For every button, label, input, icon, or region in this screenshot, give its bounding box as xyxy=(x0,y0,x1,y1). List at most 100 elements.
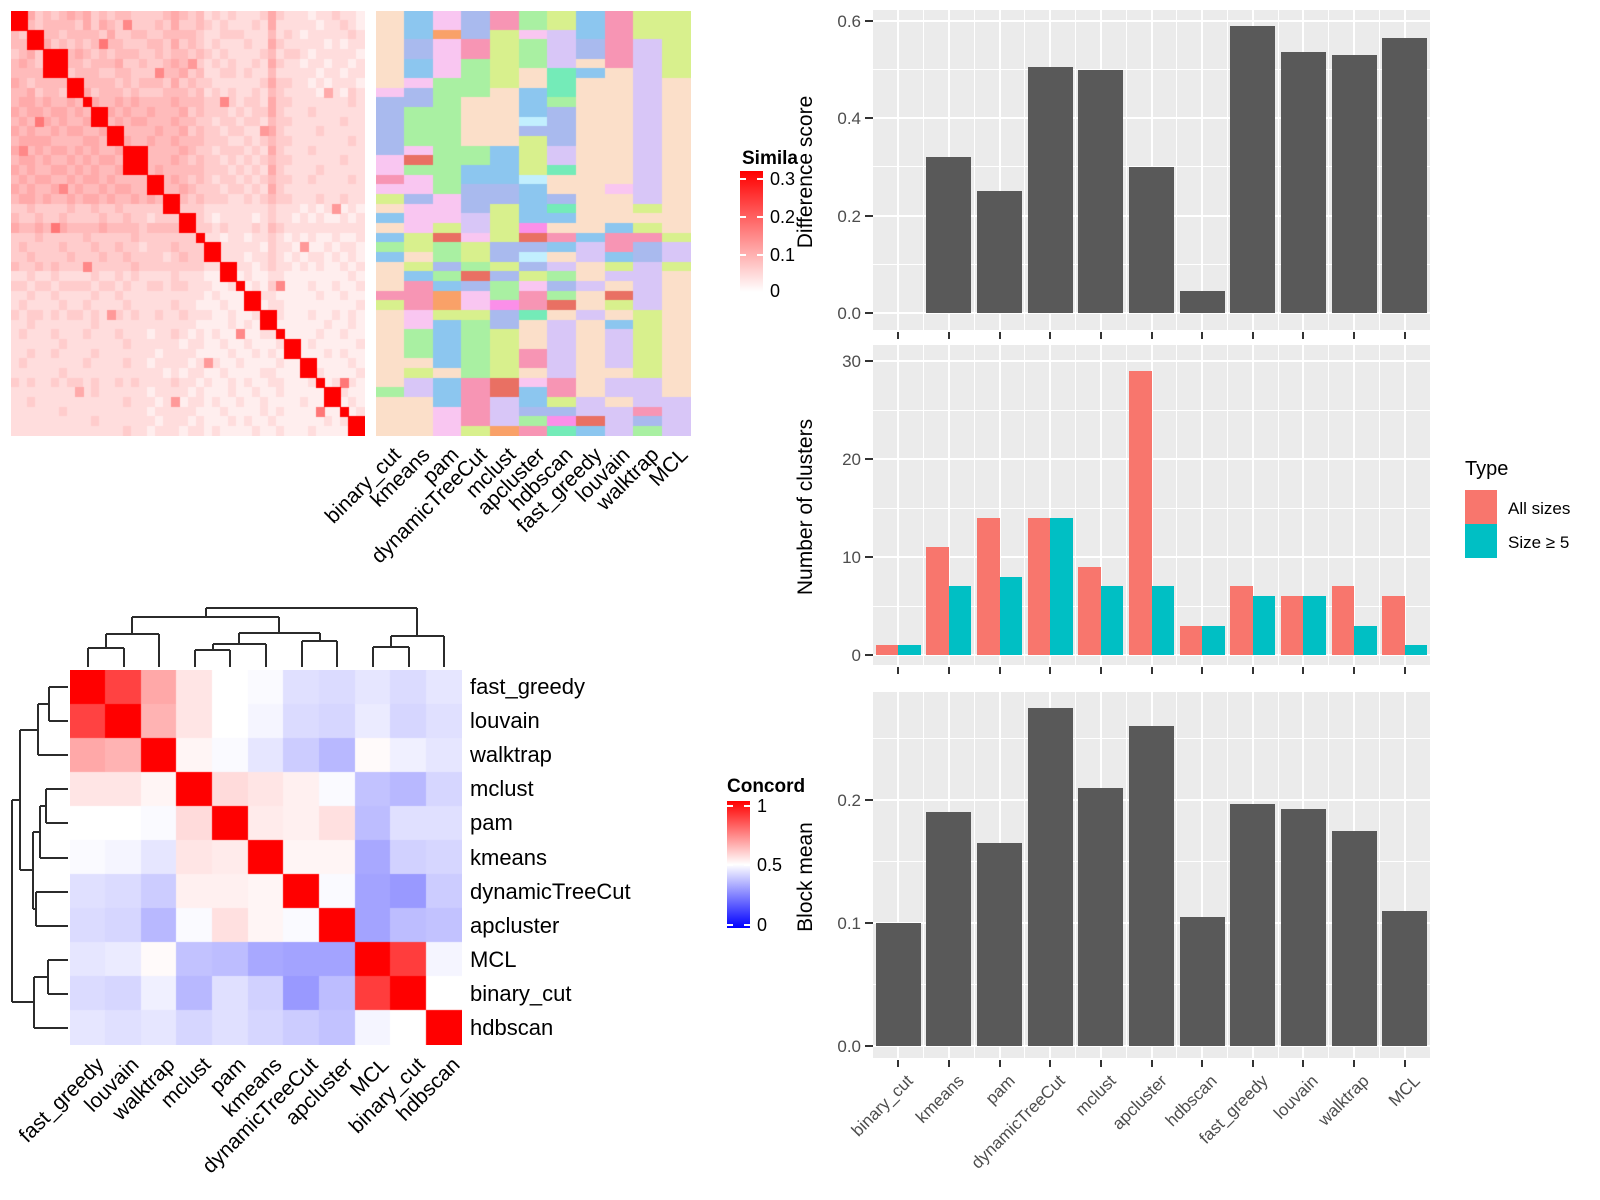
grid-minor-v xyxy=(1024,692,1026,1058)
y-axis-tick-label: 0 xyxy=(851,646,861,665)
x-axis-tick xyxy=(1201,332,1204,339)
x-axis-tick xyxy=(1302,667,1305,674)
bar-dynamicTreeCut xyxy=(1027,67,1073,313)
similarity-legend-tick xyxy=(757,216,763,218)
grid-major-v xyxy=(1201,10,1204,330)
x-axis-tick xyxy=(1150,1060,1153,1067)
grid-major-v xyxy=(998,345,1001,665)
bar-louvain-size-ge-5 xyxy=(1303,596,1326,655)
grid-major-v xyxy=(1150,345,1153,665)
concordance-legend-tick-label: 1 xyxy=(757,796,768,816)
bar-mclust-all-sizes xyxy=(1078,566,1101,655)
concordance-legend-tick xyxy=(727,805,733,807)
grid-minor-h xyxy=(873,69,1430,70)
bar-hdbscan-all-sizes xyxy=(1179,625,1203,655)
bar-dynamicTreeCut-all-sizes xyxy=(1027,517,1051,655)
x-axis-tick xyxy=(947,667,950,674)
concordance-row-label: walktrap xyxy=(470,742,552,768)
bar-louvain xyxy=(1280,808,1326,1046)
number-of-clusters-panel xyxy=(873,345,1430,665)
bar-apcluster-size-ge-5 xyxy=(1151,586,1174,655)
similarity-legend-title: Simila xyxy=(742,148,798,169)
bar-apcluster xyxy=(1129,166,1174,313)
difference-score-axis-title: Difference score xyxy=(794,95,817,249)
concordance-legend-title: Concord xyxy=(727,776,806,797)
y-axis-tick-label: 0.2 xyxy=(837,206,861,226)
grid-minor-v xyxy=(1024,10,1026,330)
concordance-row-label: apcluster xyxy=(470,912,560,938)
x-axis-tick xyxy=(998,332,1001,339)
column-dendrogram xyxy=(87,607,445,667)
x-axis-tick xyxy=(1251,332,1254,339)
y-axis-tick xyxy=(865,312,873,314)
x-axis-tick xyxy=(1049,1060,1052,1067)
grid-minor-v xyxy=(973,692,975,1058)
type-legend-label-all-sizes: All sizes xyxy=(1508,499,1571,518)
grid-major-v xyxy=(1302,345,1305,665)
x-axis-tick xyxy=(1150,332,1153,339)
concordance-row-label: louvain xyxy=(470,708,540,734)
bar-kmeans xyxy=(926,812,972,1046)
bar-fast_greedy xyxy=(1230,803,1276,1046)
similarity-legend-tick-label: 0.1 xyxy=(770,245,796,265)
concordance-legend-tick-label: 0.5 xyxy=(757,855,783,875)
concordance-row-label: pam xyxy=(470,810,513,836)
concordance-row-label: kmeans xyxy=(470,844,548,870)
similarity-legend-tick xyxy=(740,216,746,218)
grid-minor-v xyxy=(1378,345,1380,665)
grid-major-h xyxy=(873,654,1430,656)
bar-binary_cut-all-sizes xyxy=(875,645,899,655)
grid-major-v xyxy=(1201,692,1204,1058)
y-axis-tick xyxy=(865,214,873,217)
x-axis-tick xyxy=(1403,1060,1406,1067)
x-axis-tick xyxy=(1201,667,1204,674)
grid-minor-v xyxy=(1075,10,1077,330)
bar-pam xyxy=(977,191,1023,313)
grid-minor-v xyxy=(923,692,925,1058)
similarity-legend-tick xyxy=(740,254,746,256)
grid-major-h xyxy=(873,360,1430,362)
grid-minor-v xyxy=(1378,692,1380,1058)
concordance-row-label: hdbscan xyxy=(470,1014,554,1040)
bar-MCL xyxy=(1382,910,1428,1046)
grid-minor-v xyxy=(1125,345,1127,665)
x-axis-tick xyxy=(897,1060,900,1067)
grid-major-v xyxy=(1099,345,1102,665)
bar-walktrap-size-ge-5 xyxy=(1354,625,1377,655)
bar-pam xyxy=(977,843,1023,1046)
block-mean-panel xyxy=(873,692,1430,1058)
bar-pam-all-sizes xyxy=(977,517,1000,655)
x-axis-tick xyxy=(998,667,1001,674)
y-axis-tick xyxy=(865,654,873,656)
y-axis-tick-label: 0.1 xyxy=(837,914,861,933)
bar-walktrap xyxy=(1331,54,1377,313)
bar-louvain xyxy=(1280,52,1326,313)
bar-fast_greedy-all-sizes xyxy=(1230,586,1253,655)
x-axis-tick xyxy=(897,332,900,339)
row-dendrogram xyxy=(11,686,68,1029)
x-axis-tick xyxy=(998,1060,1001,1067)
x-axis-tick xyxy=(1251,1060,1254,1067)
x-axis-tick xyxy=(1049,332,1052,339)
grid-minor-v xyxy=(1226,345,1228,665)
y-axis-tick-label: 0.6 xyxy=(837,11,861,31)
y-axis-tick xyxy=(865,458,873,460)
x-axis-tick xyxy=(1403,332,1406,339)
y-axis-tick-label: 10 xyxy=(842,548,861,567)
grid-minor-v xyxy=(1176,10,1178,330)
concordance-row-label: dynamicTreeCut xyxy=(470,878,631,904)
concordance-legend-tick-label: 0 xyxy=(757,915,768,935)
bar-fast_greedy xyxy=(1230,25,1276,313)
grid-major-v xyxy=(1201,345,1204,665)
x-axis-tick xyxy=(1353,1060,1356,1067)
x-axis-tick xyxy=(1353,667,1356,674)
bar-binary_cut xyxy=(875,923,921,1046)
x-axis-tick xyxy=(1302,332,1305,339)
bar-MCL-size-ge-5 xyxy=(1404,645,1428,655)
grid-major-v xyxy=(1403,345,1406,665)
x-axis-tick xyxy=(1403,667,1406,674)
grid-minor-v xyxy=(1378,10,1380,330)
bar-mclust xyxy=(1078,787,1124,1046)
y-axis-tick xyxy=(865,360,873,362)
